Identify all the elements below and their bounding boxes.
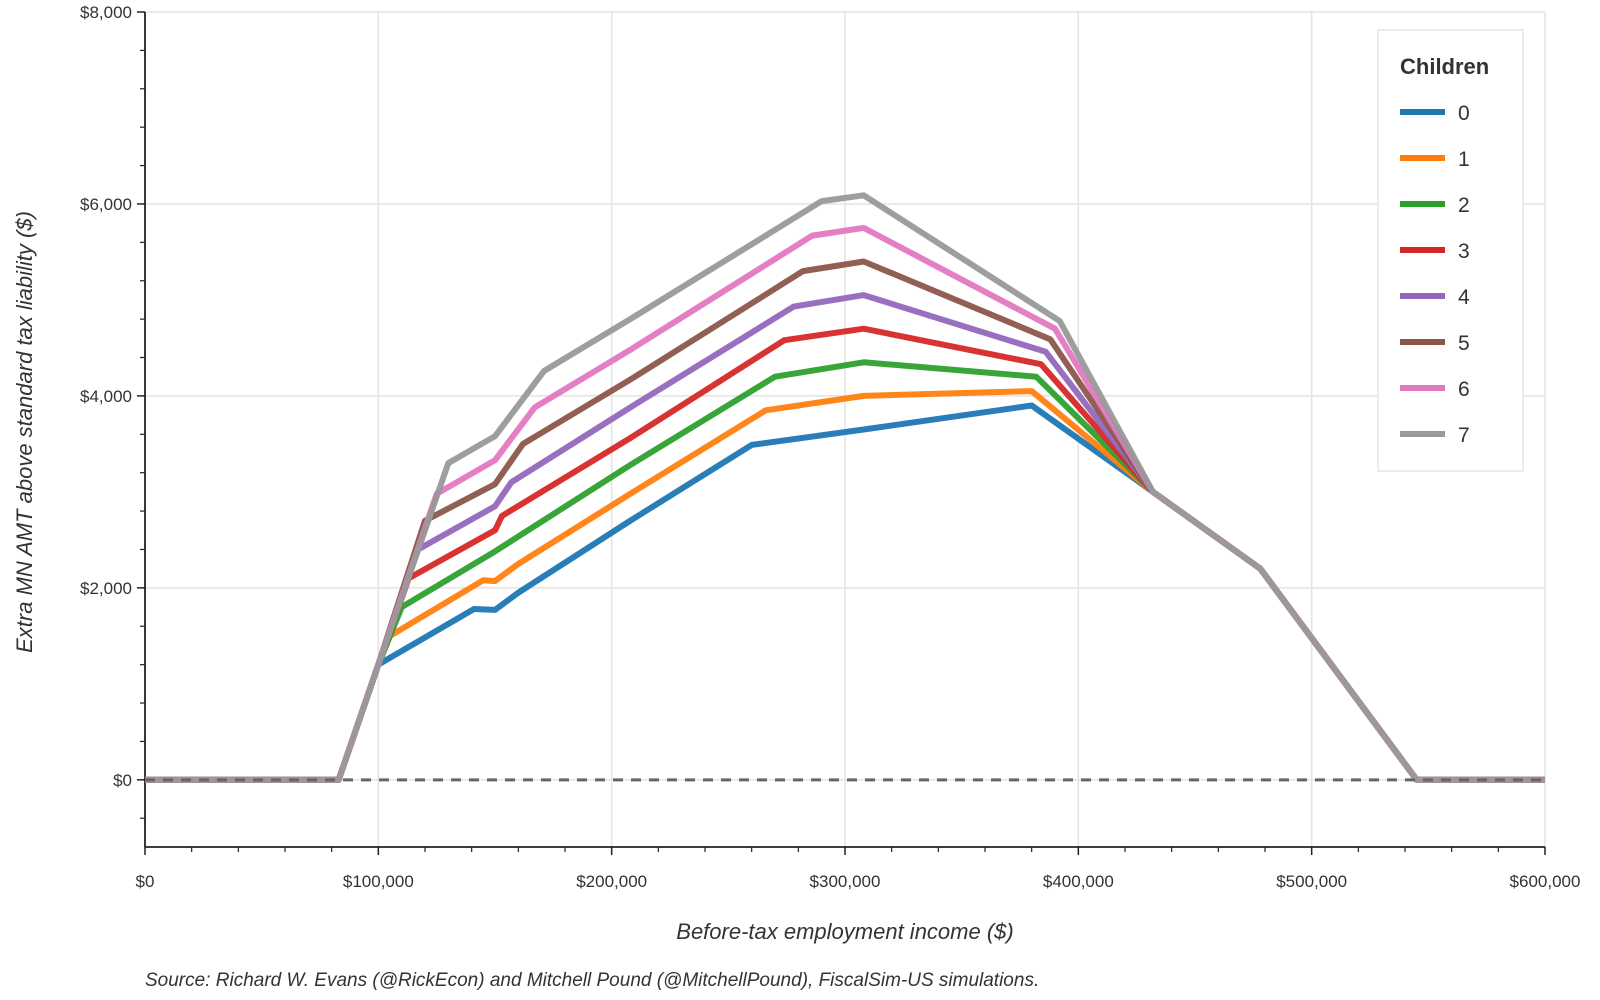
legend-label-4: 4 [1458,286,1470,309]
series-line-7 [145,192,1545,783]
legend-label-2: 2 [1458,194,1470,217]
axes: $0 $100,000 $200,000 $300,000 $400,000 $500,0… [80,3,1580,891]
legend-label-1: 1 [1458,148,1470,171]
legend-box [1377,29,1524,472]
x-axis-title: Before-tax employment income ($) [676,919,1013,944]
y-tick-label: $4,000 [80,387,132,406]
x-tick-label: $400,000 [1043,872,1114,891]
legend-label-0: 0 [1458,102,1470,125]
x-tick-label: $500,000 [1276,872,1347,891]
legend-label-7: 7 [1458,424,1470,447]
legend-label-5: 5 [1458,332,1470,355]
series-lines [145,192,1545,783]
y-tick-label: $0 [113,771,132,790]
x-tick-label: $0 [136,872,155,891]
legend-label-3: 3 [1458,240,1470,263]
legend-label-6: 6 [1458,378,1470,401]
source-note: Source: Richard W. Evans (@RickEcon) and… [145,970,1039,991]
legend: Children 0 1 2 3 4 5 6 7 [1377,29,1524,472]
y-tick-label: $2,000 [80,579,132,598]
x-tick-label: $100,000 [343,872,414,891]
y-axis-title: Extra MN AMT above standard tax liabilit… [12,211,37,653]
y-tick-label: $8,000 [80,3,132,22]
legend-title: Children [1400,54,1489,79]
y-tick-label: $6,000 [80,195,132,214]
x-tick-label: $200,000 [576,872,647,891]
x-tick-label: $600,000 [1510,872,1581,891]
x-tick-label: $300,000 [810,872,881,891]
